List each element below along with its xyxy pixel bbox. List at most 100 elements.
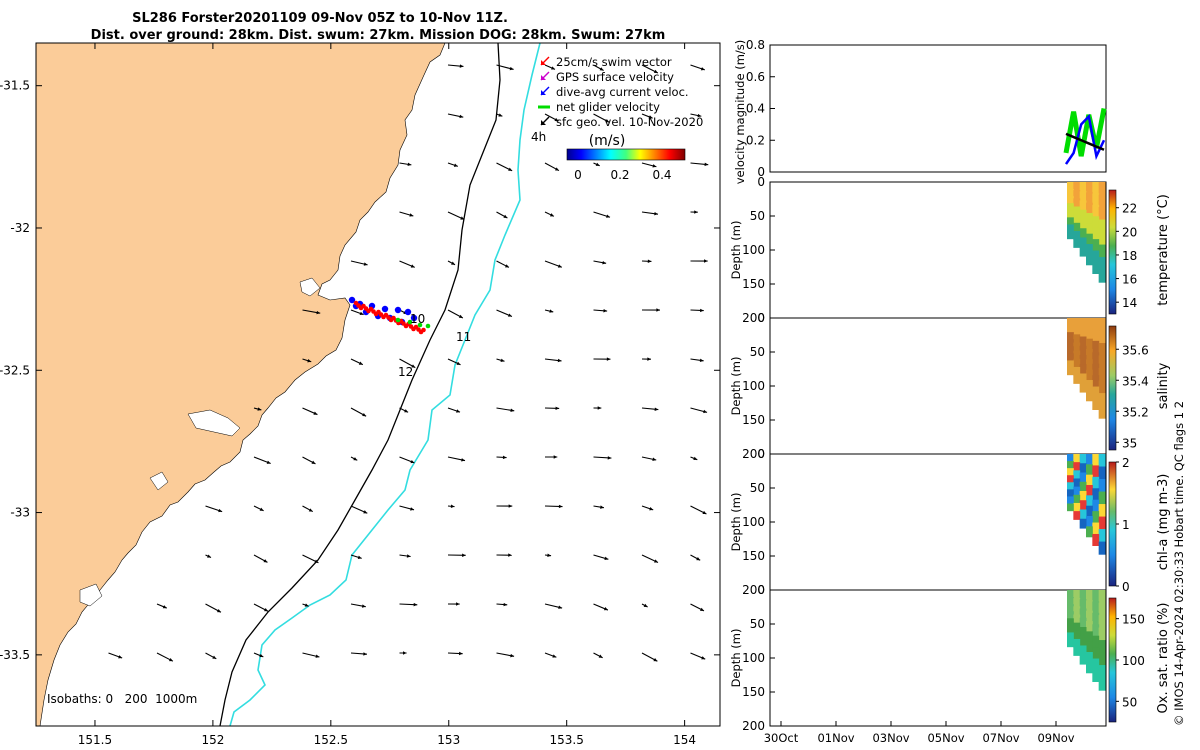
profile-cell: [1092, 511, 1100, 524]
profile-cell: [1073, 486, 1081, 496]
velocity-arrow: [593, 456, 612, 460]
colorbar-tick-1: 0.2: [610, 168, 629, 182]
velocity-arrow: [496, 358, 505, 362]
profile-cell: [1098, 194, 1106, 208]
profile-cell: [1073, 182, 1081, 191]
profile-cell: [1079, 336, 1087, 347]
velocity-arrow: [399, 602, 418, 607]
colorbar-tick-label: 20: [1122, 225, 1137, 239]
profile-cell: [1092, 522, 1100, 535]
profile-cell: [1086, 505, 1093, 517]
profile-cell: [1067, 496, 1074, 505]
profile-cell: [1079, 509, 1087, 520]
profile-cell: [1067, 182, 1074, 190]
velocity-arrow: [690, 210, 698, 214]
velocity-arrow: [544, 64, 556, 70]
velocity-arrow: [544, 211, 555, 217]
velocity-arrow: [399, 554, 411, 558]
profile-cell: [1086, 474, 1093, 486]
time-label-10: 10: [410, 312, 425, 326]
velocity-arrow: [690, 456, 698, 461]
depth-tick-label: 100: [742, 379, 765, 393]
colorbar-tick-label: 35: [1122, 436, 1137, 450]
profile-cell: [1079, 481, 1087, 492]
profile-cell: [1086, 516, 1093, 527]
depth-tick-label: 100: [742, 243, 765, 257]
colorbar-tick-label: 22: [1122, 202, 1137, 216]
profile-cell: [1086, 349, 1093, 360]
dive-avg-point: [394, 306, 402, 314]
profile-cell: [1092, 397, 1100, 410]
velocity-arrow: [544, 260, 563, 268]
velocity-arrow: [350, 505, 368, 514]
colorbar-tick-label: 0: [1122, 580, 1130, 594]
profile-cell: [1092, 624, 1100, 637]
profile-cell: [1092, 329, 1100, 342]
velocity-arrow: [447, 113, 464, 119]
colorbar-label-oxygen: Ox. sat. ratio (%): [1156, 603, 1171, 714]
depth-tick-label: 150: [742, 413, 765, 427]
profile-cell: [1079, 626, 1087, 637]
profile-cell: [1079, 590, 1087, 600]
velocity-arrow: [593, 113, 610, 123]
profile-cell: [1073, 222, 1081, 232]
profile-cell: [1086, 369, 1093, 381]
profile-cell: [1086, 318, 1093, 329]
profile-cell: [1092, 669, 1100, 682]
profile-cell: [1092, 363, 1100, 376]
isobath-1000m: [229, 43, 541, 726]
velocity-arrow: [447, 162, 459, 167]
depth-tick-label: 150: [742, 549, 765, 563]
profile-cell: [1098, 466, 1106, 480]
velocity-arrow: [496, 64, 514, 71]
velocity-arrow: [544, 504, 563, 509]
profile-cell: [1092, 375, 1100, 388]
velocity-arrow: [593, 260, 607, 265]
profile-cell: [1073, 622, 1081, 632]
profile-cell: [1098, 380, 1106, 394]
velocity-series-line: [1063, 108, 1107, 157]
velocity-arrow: [302, 505, 314, 513]
velocity-arrow: [641, 357, 651, 361]
depth-tick-label: 150: [742, 685, 765, 699]
velocity-arrow: [399, 651, 407, 655]
profile-cell: [1092, 465, 1100, 478]
profile-cell: [1079, 228, 1087, 239]
profile-data-temperature: [1067, 182, 1106, 283]
profile-cell: [1086, 328, 1093, 340]
profile-panel-salinity: 0 50 100 150 200 Depth (m) 35.6 35.4 35.2 35 salin…: [729, 311, 1171, 461]
profile-cell: [1073, 318, 1081, 327]
profile-cell: [1067, 475, 1074, 483]
profile-cell: [1092, 658, 1100, 671]
profile-cell: [1067, 217, 1074, 226]
profile-cell: [1067, 203, 1074, 211]
profile-cell: [1073, 630, 1081, 640]
net-velocity-point: [395, 317, 401, 323]
colorbar-tick-label: 100: [1122, 654, 1145, 668]
velocity-arrow: [593, 406, 602, 410]
profile-cell: [1092, 601, 1100, 614]
profile-cell: [1092, 193, 1100, 206]
colorbar-tick-label: 35.2: [1122, 405, 1149, 419]
profile-cell: [1067, 318, 1074, 326]
velocity-arrow: [302, 456, 316, 465]
velocity-arrow: [447, 358, 461, 366]
velocity-arrow: [447, 64, 464, 68]
velocity-arrow: [641, 407, 659, 411]
profile-cell: [1092, 216, 1100, 229]
profile-cell: [1098, 343, 1106, 357]
profile-cell: [1086, 244, 1093, 255]
profile-cell: [1086, 600, 1093, 612]
depth-tick-label: 100: [742, 651, 765, 665]
profile-cell: [1086, 233, 1093, 245]
velocity-arrow: [350, 407, 367, 417]
profile-cell: [1092, 590, 1100, 603]
map-ytick-label: -33.5: [0, 648, 30, 662]
legend-label: GPS surface velocity: [556, 70, 674, 84]
velocity-arrow: [641, 308, 660, 312]
velocity-arrow: [447, 260, 456, 266]
velocity-arrow: [641, 64, 659, 74]
profile-cell: [1067, 189, 1074, 197]
depth-tick-label: 100: [742, 515, 765, 529]
net-velocity-point: [425, 323, 431, 329]
